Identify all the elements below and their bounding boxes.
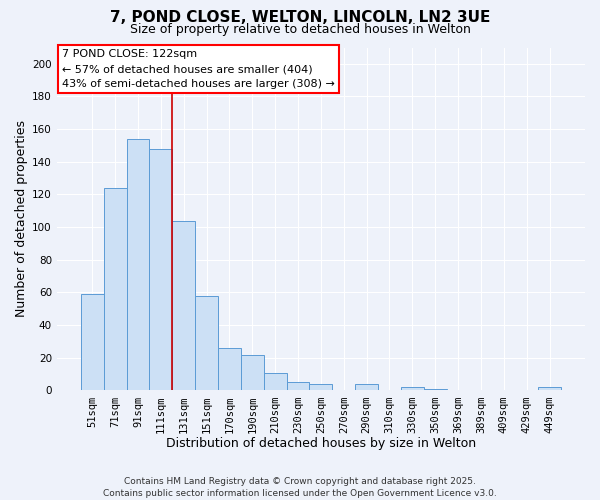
Bar <box>287 382 310 390</box>
Bar <box>149 149 172 390</box>
Bar <box>264 372 287 390</box>
Bar <box>172 220 195 390</box>
Bar <box>310 384 332 390</box>
Text: Contains HM Land Registry data © Crown copyright and database right 2025.
Contai: Contains HM Land Registry data © Crown c… <box>103 476 497 498</box>
Bar <box>218 348 241 391</box>
X-axis label: Distribution of detached houses by size in Welton: Distribution of detached houses by size … <box>166 437 476 450</box>
Bar <box>355 384 378 390</box>
Text: Size of property relative to detached houses in Welton: Size of property relative to detached ho… <box>130 22 470 36</box>
Text: 7, POND CLOSE, WELTON, LINCOLN, LN2 3UE: 7, POND CLOSE, WELTON, LINCOLN, LN2 3UE <box>110 10 490 25</box>
Bar <box>127 139 149 390</box>
Bar <box>81 294 104 390</box>
Bar <box>104 188 127 390</box>
Bar <box>241 354 264 390</box>
Bar <box>538 387 561 390</box>
Bar <box>401 387 424 390</box>
Y-axis label: Number of detached properties: Number of detached properties <box>15 120 28 318</box>
Bar <box>195 296 218 390</box>
Bar <box>424 389 446 390</box>
Text: 7 POND CLOSE: 122sqm
← 57% of detached houses are smaller (404)
43% of semi-deta: 7 POND CLOSE: 122sqm ← 57% of detached h… <box>62 49 335 89</box>
